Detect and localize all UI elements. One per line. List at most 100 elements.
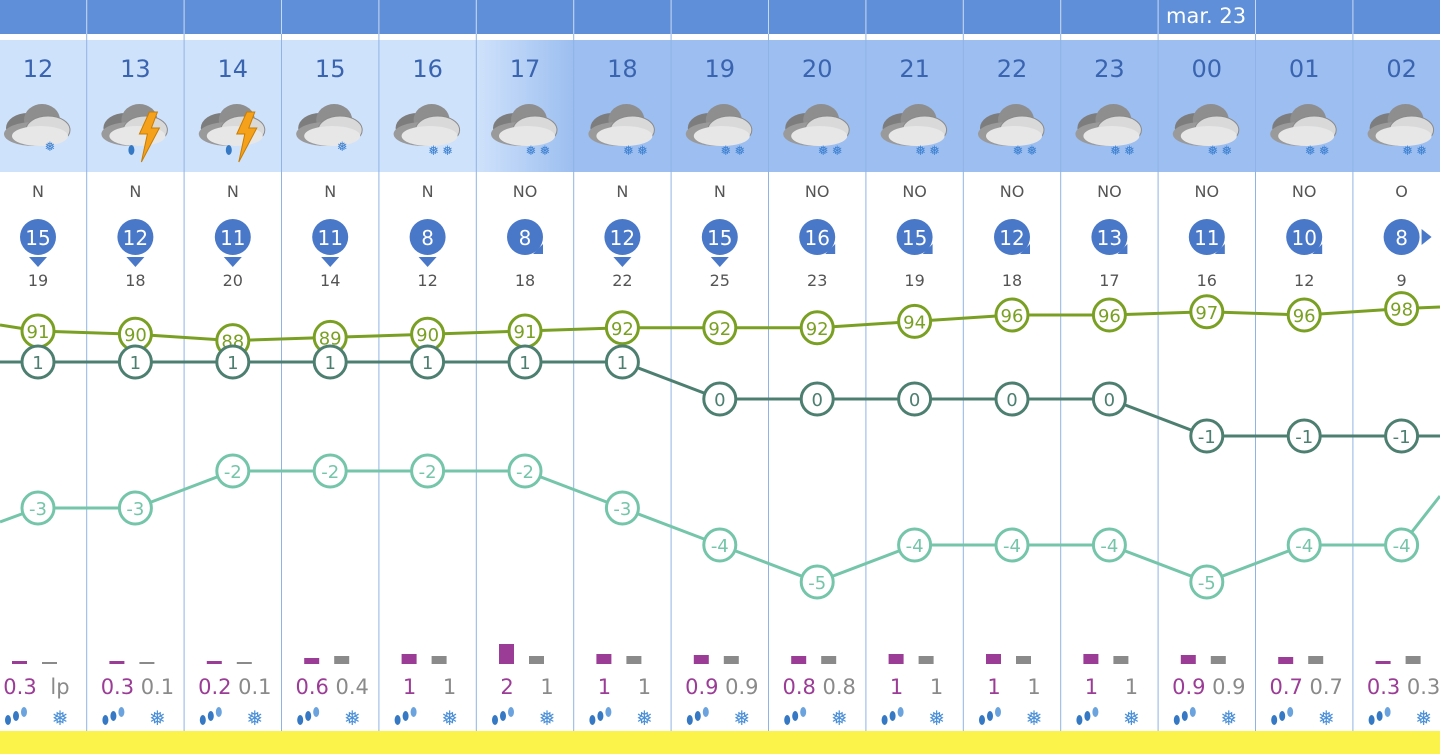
- rain-icon: [1076, 707, 1099, 725]
- dewpoint-label: -3: [613, 499, 631, 520]
- snow-icon: ❅: [1123, 706, 1140, 730]
- rain-amount: 1: [1085, 675, 1098, 699]
- cloud-shape: [401, 126, 458, 146]
- temperature-point: [312, 344, 348, 380]
- temperature-point: [1091, 381, 1127, 417]
- drop: [215, 707, 222, 717]
- hour-label: 23: [1094, 55, 1125, 83]
- cloud-shape: [986, 126, 1042, 146]
- snow-cloud-icon: ❅ ❅: [491, 104, 558, 159]
- hidden: 💧: [15, 723, 16, 725]
- rain-amount: 0.9: [1172, 675, 1205, 699]
- snow-cloud-icon: ❅ ❅: [588, 104, 655, 159]
- rain-bar: [888, 654, 904, 664]
- snowflake: ❅: [442, 144, 453, 159]
- rain-bar: [1278, 657, 1294, 664]
- wind-direction: NO: [805, 182, 830, 201]
- snow-bar: [723, 656, 739, 664]
- cloud-shape: [1278, 126, 1335, 146]
- wind-speed: 12: [610, 226, 635, 250]
- snowflake: ❅: [929, 144, 940, 159]
- temperature-label: 1: [422, 353, 433, 374]
- wind-direction: N: [324, 182, 336, 201]
- hour-label: 20: [802, 55, 833, 83]
- temperature-label: 1: [227, 353, 238, 374]
- dewpoint-label: -5: [1198, 573, 1216, 594]
- snow-bar: [1308, 656, 1324, 664]
- wind-speed: 15: [707, 226, 732, 250]
- wind-arrow: [321, 257, 340, 267]
- humidity-point: [897, 303, 933, 339]
- rain-icon: [881, 707, 904, 725]
- wind-badge: 12: [117, 219, 154, 267]
- snowflake: ❅: [734, 144, 745, 159]
- snow-amount: 1: [1125, 675, 1138, 699]
- hour-label: 13: [120, 55, 151, 83]
- wind-badge: 15: [701, 219, 738, 267]
- humidity-point: [604, 310, 640, 346]
- humidity-point: [1189, 294, 1225, 330]
- snow-amount: 0.7: [1309, 675, 1342, 699]
- snow-amount: 0.4: [335, 675, 368, 699]
- dewpoint-label: -2: [224, 462, 242, 483]
- temperature-point: [897, 381, 933, 417]
- rain-amount: 0.8: [782, 675, 815, 699]
- snowflake: ❅: [1402, 144, 1413, 159]
- drop: [1092, 707, 1099, 717]
- drop: [5, 715, 11, 725]
- drop: [500, 711, 506, 721]
- rain-amount: 1: [987, 675, 1000, 699]
- dewpoint-point: [994, 527, 1030, 563]
- cloud-shape: [596, 126, 653, 146]
- rain-icon: [492, 707, 514, 725]
- temperature-label: -1: [1198, 427, 1216, 448]
- snowflake: ❅: [1124, 144, 1135, 159]
- wind-circle: [799, 219, 836, 255]
- rain-bar: [596, 654, 612, 664]
- dewpoint-point: [897, 527, 933, 563]
- wind-circle: [1188, 219, 1225, 255]
- wind-speed: 12: [123, 226, 148, 250]
- humidity-label: 92: [611, 319, 634, 340]
- temperature-label: 1: [519, 353, 530, 374]
- snow-bar: [1405, 656, 1421, 664]
- wind-gust: 25: [710, 271, 730, 290]
- wind-speed: 13: [1097, 226, 1122, 250]
- wind-circle: [312, 219, 349, 255]
- snow-cloud-icon: ❅ ❅: [1075, 104, 1142, 159]
- wind-speed: 11: [317, 226, 342, 250]
- dewpoint-label: -4: [711, 536, 729, 557]
- wind-badge: 15: [896, 219, 933, 255]
- snow-cloud-icon: ❅: [4, 104, 71, 155]
- rain-bar: [499, 644, 514, 664]
- rain-drop: [225, 145, 232, 155]
- dewpoint-label: -4: [906, 536, 924, 557]
- hidden: 💧: [308, 723, 309, 725]
- hour-label: 22: [997, 55, 1028, 83]
- day-header-bar: [0, 0, 1440, 34]
- hour-header-bg: [1352, 40, 1440, 172]
- cloud-shape: [304, 126, 361, 146]
- snow-amount: lp: [50, 675, 69, 699]
- dewpoint-point: [1091, 527, 1127, 563]
- wind-speed: 16: [804, 226, 829, 250]
- hour-label: 02: [1386, 55, 1417, 83]
- dewpoint-label: -3: [29, 499, 47, 520]
- snow-icon: ❅: [539, 706, 556, 730]
- drop: [492, 715, 498, 725]
- wind-speed: 15: [902, 226, 927, 250]
- temperature-label: 0: [1006, 390, 1017, 411]
- snow-amount: 1: [638, 675, 651, 699]
- cloud-shape: [888, 126, 945, 146]
- wind-speed: 11: [220, 226, 245, 250]
- humidity-label: 94: [903, 312, 926, 333]
- wind-circle: [20, 219, 56, 255]
- snow-bar: [431, 656, 447, 664]
- drop: [694, 711, 701, 721]
- humidity-label: 96: [1001, 306, 1024, 327]
- temperature-label: 0: [811, 390, 822, 411]
- dewpoint-point: [1189, 564, 1225, 600]
- wind-gust: 20: [223, 271, 243, 290]
- humidity-label: 92: [708, 319, 731, 340]
- rain-bar: [1375, 661, 1391, 664]
